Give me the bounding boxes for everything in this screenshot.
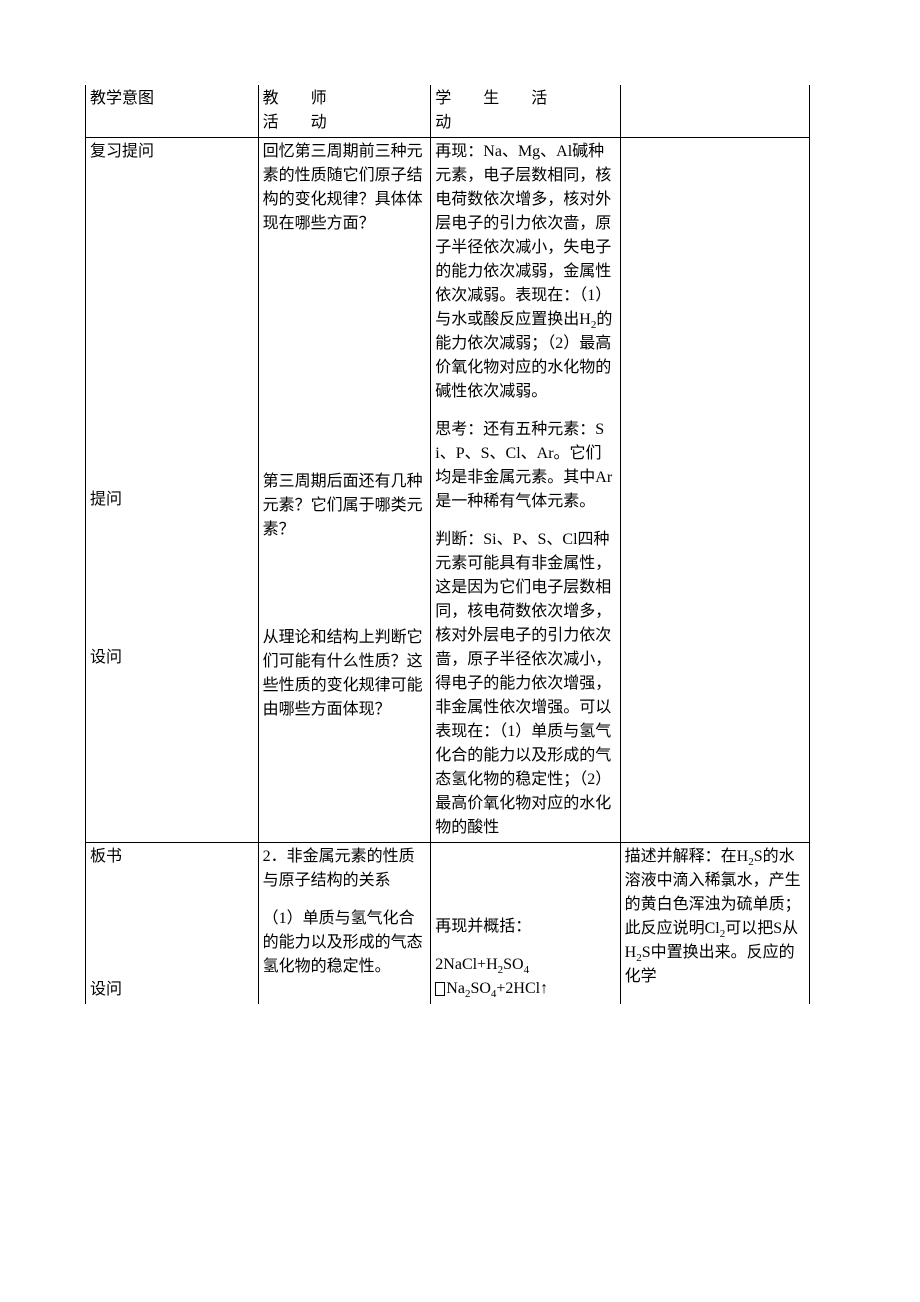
box-icon xyxy=(435,982,445,996)
student-question: 思考：还有五种元素：Si、P、S、Cl、Ar。它们均是非金属元素。其中Ar是一种… xyxy=(435,418,615,514)
header-col1: 教学意图 xyxy=(86,85,259,138)
teacher-cell-1: 回忆第三周期前三种元素的性质随它们原子结构的变化规律？具体体现在哪些方面？ 第三… xyxy=(258,138,431,843)
header-col3-line2: 动 xyxy=(435,114,451,131)
teacher-cell-2: 2．非金属元素的性质与原子结构的关系 （1）单质与氢气化合的能力以及形成的气态氢… xyxy=(258,843,431,1005)
header-col3-line1: 学 生 活 xyxy=(435,90,547,107)
intent-cell-2: 板书 设问 xyxy=(86,843,259,1005)
col4-cell-2: 描述并解释：在H2S的水溶液中滴入稀氯水，产生的黄白色浑浊为硫单质；此反应说明C… xyxy=(620,843,809,1005)
student-cell-2: 再现并概括： 2NaCl+H2SO4 Na2SO4+2HCl↑ xyxy=(431,843,620,1005)
student-cell-1: 再现：Na、Mg、Al碱种元素，电子层数相同，核电荷数依次增多，核对外层电子的引… xyxy=(431,138,620,843)
header-col2: 教 师 活 动 xyxy=(258,85,431,138)
student-summary: 再现并概括： xyxy=(435,915,615,939)
header-col2-line1: 教 师 xyxy=(263,90,327,107)
student-review: 再现：Na、Mg、Al碱种元素，电子层数相同，核电荷数依次增多，核对外层电子的引… xyxy=(435,140,615,404)
student-ask: 判断：Si、P、S、Cl四种元素可能具有非金属性，这是因为它们电子层数相同，核电… xyxy=(435,528,615,840)
intent-ask2: 设问 xyxy=(90,978,254,1002)
header-col4 xyxy=(620,85,809,138)
student-eq2: Na2SO4+2HCl↑ xyxy=(435,977,615,1001)
teacher-board2: （1）单质与氢气化合的能力以及形成的气态氢化物的稳定性。 xyxy=(263,907,427,979)
header-col3: 学 生 活 动 xyxy=(431,85,620,138)
intent-cell-1: 复习提问 提问 设问 xyxy=(86,138,259,843)
teacher-board1: 2．非金属元素的性质与原子结构的关系 xyxy=(263,845,427,893)
col4-empty-1 xyxy=(620,138,809,843)
intent-board: 板书 xyxy=(90,845,254,869)
student-eq1: 2NaCl+H2SO4 xyxy=(435,953,615,977)
intent-review: 复习提问 xyxy=(90,140,254,164)
intent-question: 提问 xyxy=(90,488,254,512)
teacher-review: 回忆第三周期前三种元素的性质随它们原子结构的变化规律？具体体现在哪些方面？ xyxy=(263,140,427,236)
teacher-ask: 从理论和结构上判断它们可能有什么性质？这些性质的变化规律可能由哪些方面体现？ xyxy=(263,626,427,722)
header-col2-line2: 活 动 xyxy=(263,114,327,131)
teacher-question: 第三周期后面还有几种元素？它们属于哪类元素？ xyxy=(263,470,427,542)
intent-ask: 设问 xyxy=(90,646,254,670)
lesson-plan-table: 教学意图 教 师 活 动 学 生 活 动 复习提问 提问 设问 回忆第三周期前三… xyxy=(85,85,810,1004)
